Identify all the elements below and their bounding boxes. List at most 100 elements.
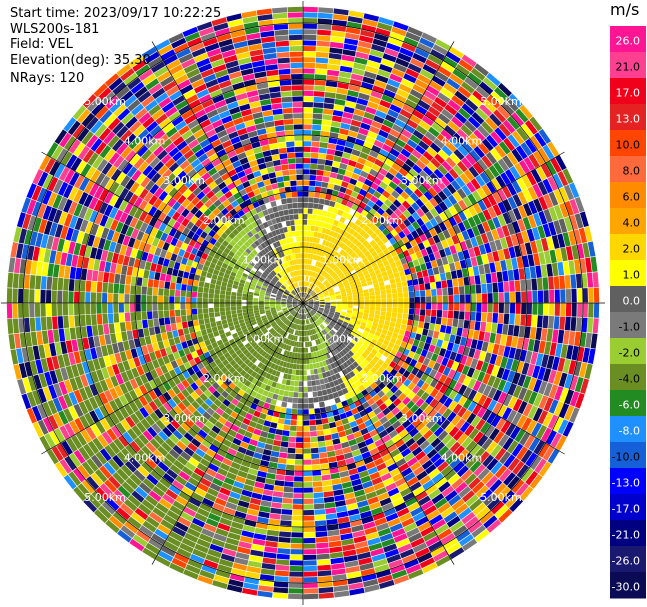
gate-cell (270, 422, 278, 429)
gate-cell (313, 296, 319, 299)
gate-cell (303, 358, 307, 364)
gate-cell (24, 274, 30, 289)
gate-cell (341, 199, 349, 206)
gate-cell (409, 89, 423, 100)
gate-cell (527, 186, 538, 200)
gate-cell (427, 54, 443, 66)
gate-cell (163, 296, 169, 303)
gate-cell (434, 117, 447, 129)
gate-cell (428, 126, 440, 138)
gate-cell (333, 104, 345, 112)
gate-cell (411, 230, 419, 239)
gate-cell (417, 74, 431, 85)
gate-cell (484, 168, 495, 181)
gate-cell (309, 425, 317, 431)
gate-cell (325, 194, 332, 201)
gate-cell (562, 421, 574, 437)
gate-cell (315, 280, 320, 285)
gate-cell (260, 568, 275, 576)
gate-cell (333, 245, 340, 252)
gate-cell (531, 278, 538, 291)
gate-cell (330, 304, 336, 307)
gate-cell (512, 220, 521, 234)
gate-cell (571, 244, 579, 260)
gate-cell (329, 172, 338, 179)
gate-cell (343, 282, 350, 287)
gate-cell (321, 286, 326, 291)
gate-cell (186, 303, 192, 310)
gate-cell (62, 290, 69, 303)
gate-cell (298, 392, 303, 398)
gate-cell (113, 283, 120, 294)
gate-cell (431, 101, 444, 113)
gate-cell (394, 208, 403, 217)
gate-cell (303, 158, 311, 164)
gate-cell (503, 313, 510, 325)
gate-cell (303, 392, 308, 398)
gate-cell (564, 374, 573, 389)
gate-cell (373, 177, 382, 186)
gate-cell (487, 303, 493, 313)
gate-cell (526, 291, 532, 303)
gate-cell (102, 313, 109, 324)
gate-cell (546, 236, 555, 251)
gate-cell (305, 242, 310, 248)
gate-cell (342, 303, 348, 306)
gate-cell (324, 159, 333, 166)
gate-cell (323, 491, 334, 498)
gate-cell (384, 320, 391, 326)
gate-cell (309, 169, 317, 175)
gate-cell (402, 286, 409, 293)
gate-cell (306, 275, 309, 282)
gate-cell (319, 276, 324, 282)
gate-cell (423, 322, 430, 330)
gate-cell (474, 275, 481, 285)
gate-cell (183, 271, 190, 279)
gate-cell (497, 188, 507, 201)
gate-cell (334, 277, 340, 282)
gate-cell (422, 269, 429, 278)
gate-cell (374, 228, 382, 236)
gate-cell (456, 363, 465, 373)
gate-cell (365, 136, 376, 145)
gate-cell (579, 362, 588, 378)
gate-cell (35, 275, 42, 290)
gate-cell (325, 513, 338, 520)
gate-cell (397, 346, 405, 354)
gate-cell (316, 40, 330, 47)
gate-cell (582, 288, 588, 303)
gate-cell (311, 271, 315, 277)
gate-cell (359, 229, 367, 237)
gate-cell (125, 321, 132, 331)
gate-cell (415, 227, 424, 236)
gate-cell (336, 173, 345, 181)
gate-cell (425, 176, 436, 187)
gate-cell (277, 418, 285, 425)
gate-cell (68, 291, 74, 303)
gate-cell (315, 68, 327, 75)
gate-cell (327, 235, 333, 242)
gate-cell (115, 263, 123, 275)
gate-cell (366, 155, 377, 164)
gate-cell (501, 224, 510, 237)
gate-cell (450, 270, 458, 279)
gate-cell (391, 332, 399, 339)
gate-cell (344, 319, 350, 324)
gate-cell (436, 241, 444, 251)
gate-cell (313, 298, 319, 301)
gate-cell (316, 249, 320, 255)
gate-cell (192, 314, 198, 321)
gate-cell (334, 226, 341, 234)
gate-cell (307, 375, 312, 381)
gate-cell (358, 305, 364, 310)
gate-cell (490, 178, 502, 191)
gate-cell (324, 165, 332, 172)
gate-cell (318, 153, 327, 160)
gate-cell (370, 90, 383, 99)
gate-cell (461, 103, 475, 116)
gate-cell (525, 120, 538, 135)
gate-cell (363, 141, 373, 150)
gate-cell (503, 346, 511, 358)
gate-cell (303, 437, 311, 443)
gate-cell (382, 176, 392, 185)
